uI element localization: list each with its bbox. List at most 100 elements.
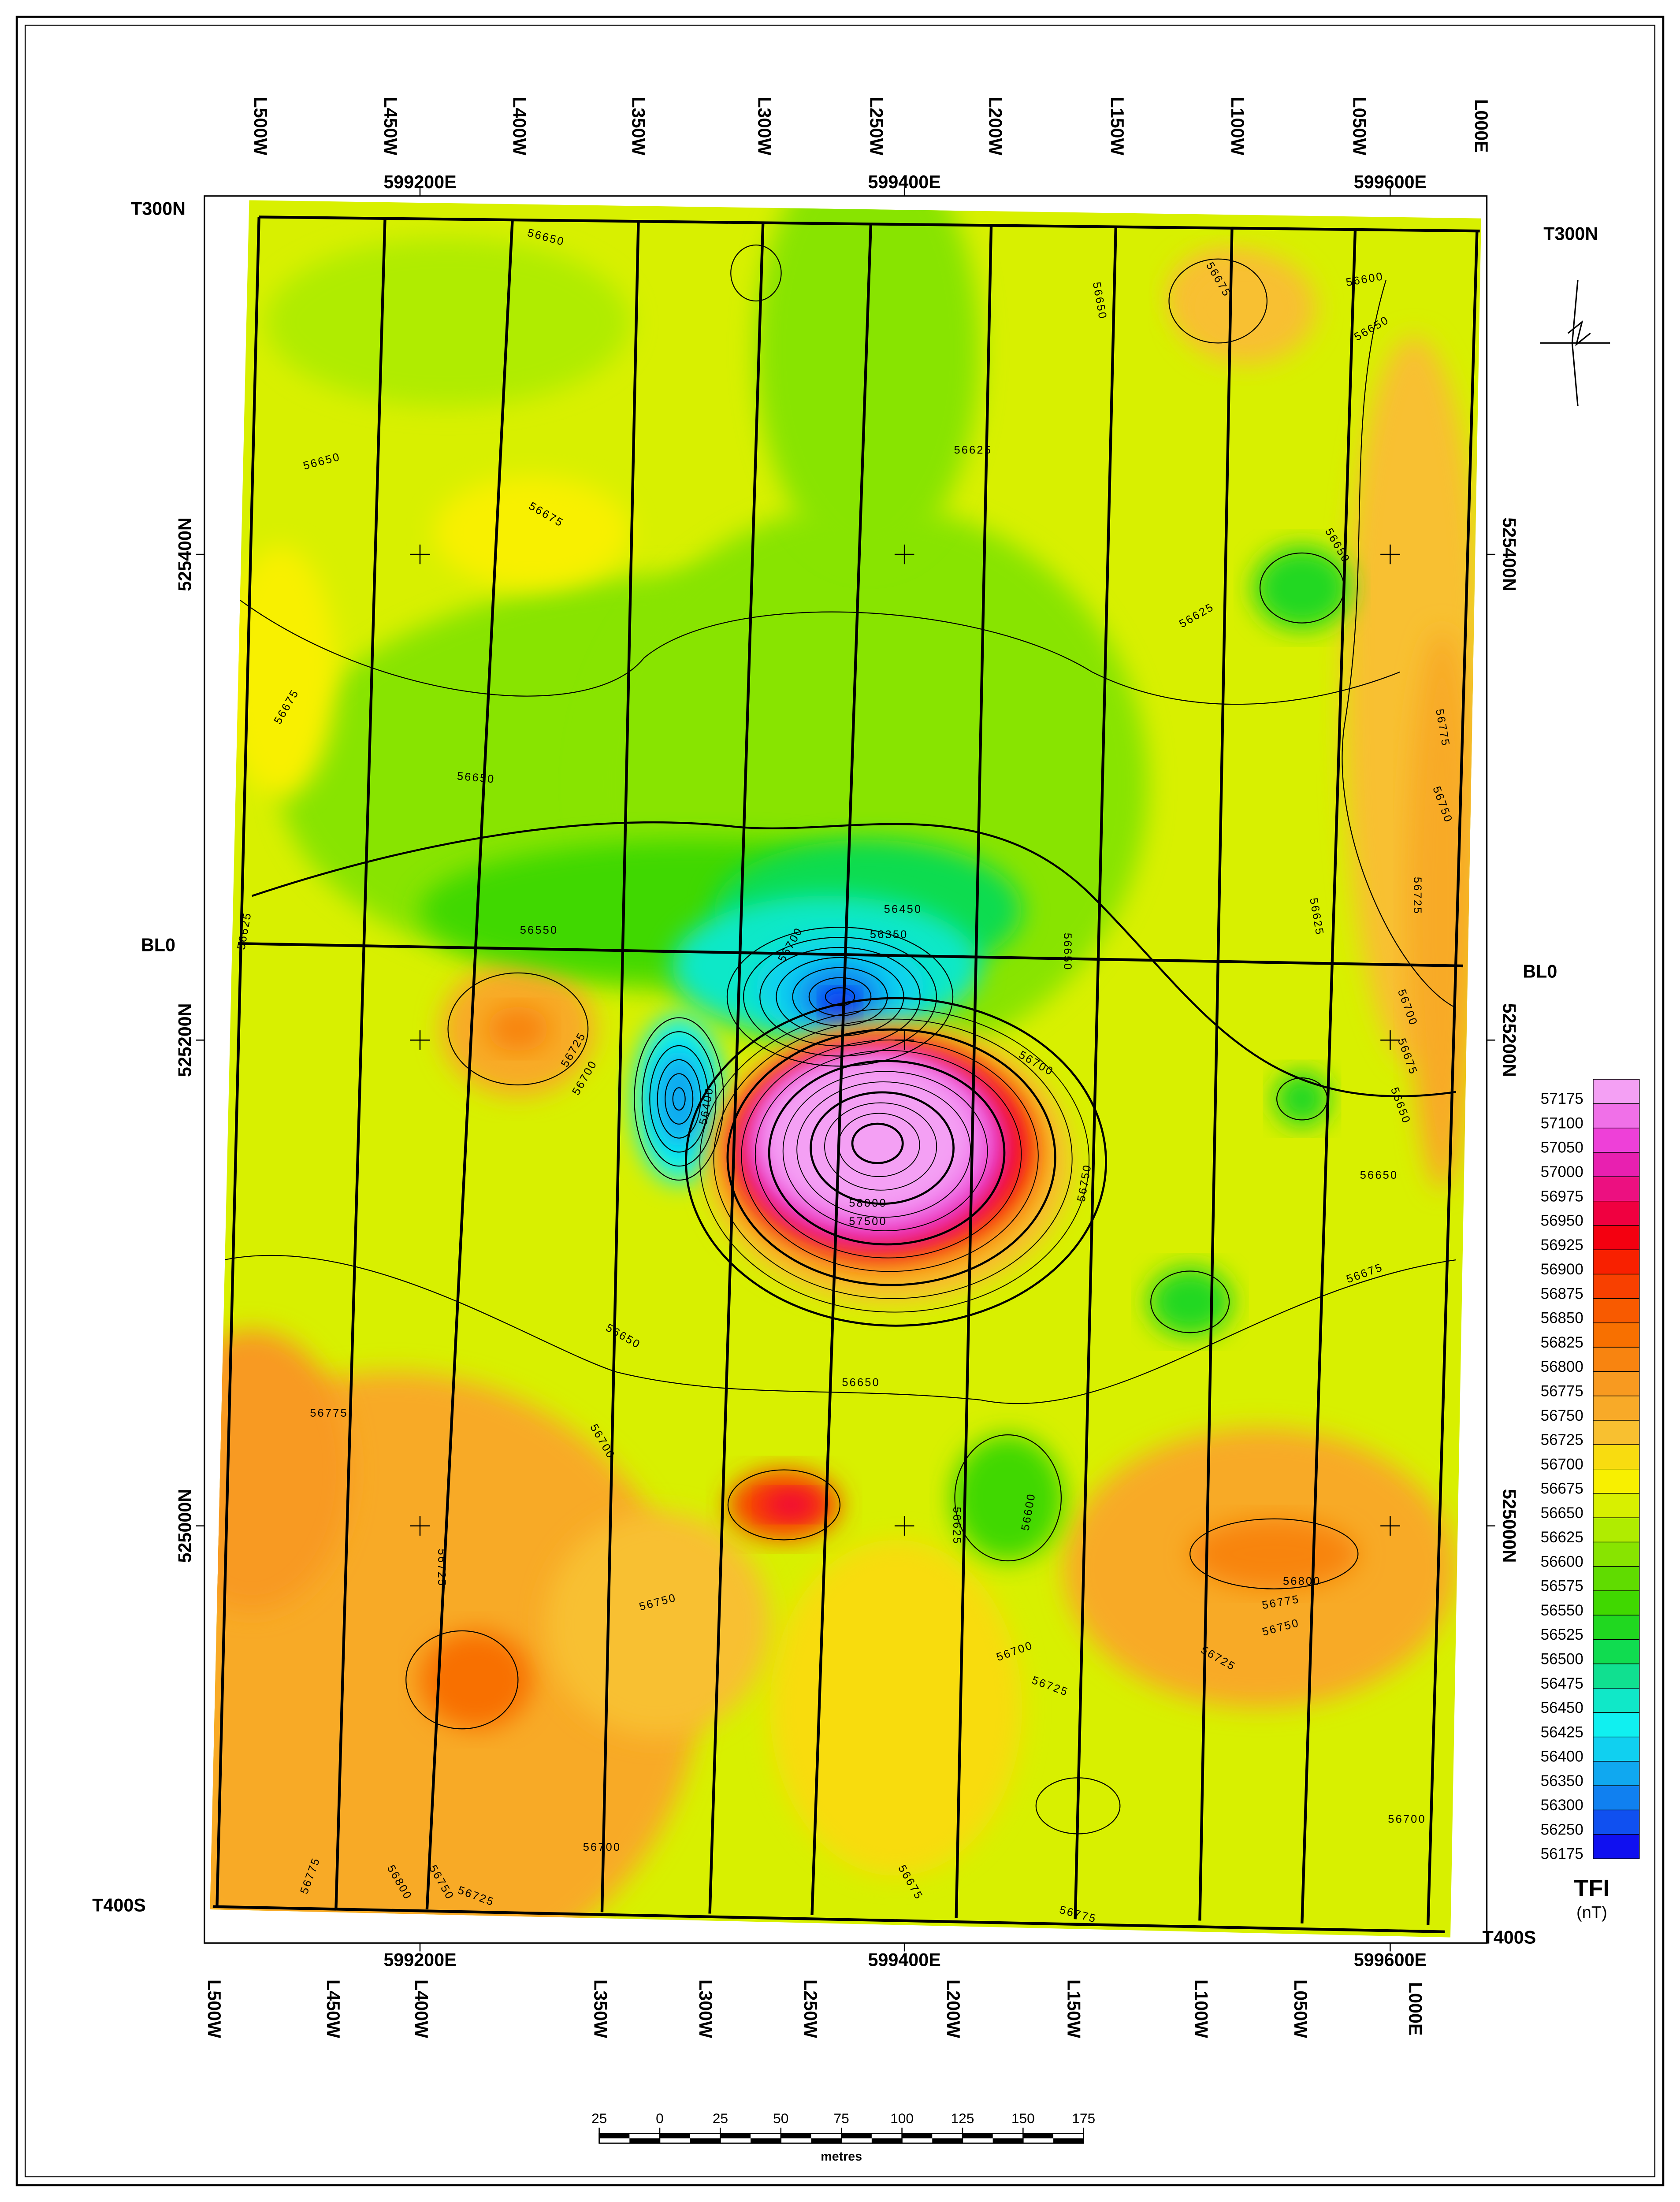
color-zone [434,476,630,588]
legend-label: 57000 [1541,1163,1583,1181]
contour [796,1081,971,1218]
color-zone [1176,252,1316,364]
line-label: L300W [754,97,774,155]
line-label: L150W [1107,97,1127,155]
contour [405,1630,519,1730]
legend-swatch [1593,1517,1640,1543]
contour-label: 56700 [583,1841,621,1853]
contour [699,1008,1090,1313]
legend-label: 56500 [1541,1650,1583,1667]
scale-bar-segment [1053,2138,1084,2143]
legend-label: 56750 [1541,1407,1583,1424]
scale-label: 0 [656,2110,664,2126]
scale-bar-segment [841,2133,872,2139]
tie-line [212,1905,1445,1934]
contour-label: 56625 [951,1507,963,1545]
contour [726,927,954,1067]
tie-line-label: BL0 [1523,962,1557,982]
line-label: L400W [509,97,529,155]
legend-swatch [1593,1079,1640,1104]
legend-swatch [1593,1809,1640,1835]
legend-swatch [1593,1322,1640,1348]
line-label: L400W [411,1979,431,2038]
contour [252,821,1457,1097]
line-label: L000E [1471,99,1491,153]
legend-label: 56550 [1541,1602,1583,1619]
legend-swatch [1593,1176,1640,1202]
legend-swatch [1593,1249,1640,1275]
legend-label: 56300 [1541,1797,1583,1814]
legend-label: 56950 [1541,1212,1583,1229]
legend-label: 56625 [1541,1529,1583,1546]
scale-label: 100 [890,2110,914,2126]
north-arrow-shaft [1540,280,1610,406]
contour-label: 56350 [870,928,908,941]
contour [223,587,1401,705]
legend-label: 56900 [1541,1261,1583,1278]
tie-line-label: BL0 [141,935,175,955]
scale-label: 125 [951,2110,974,2126]
tie-line-label: T400S [92,1895,146,1916]
contour [1342,280,1457,1009]
contour-label: 56625 [954,444,992,457]
legend-swatch [1593,1420,1640,1445]
color-zone [823,991,857,1019]
contour-label: 56775 [310,1407,348,1419]
legend: 57175 57100 57050 57000 56975 56950 56925 56900… [1541,1079,1640,1922]
contour [824,1102,937,1191]
contour [730,244,782,302]
northing-label: 525000N [175,1489,195,1563]
legend-label: 56350 [1541,1772,1583,1790]
legend-swatch [1593,1152,1640,1177]
legend-label: 56925 [1541,1237,1583,1254]
contour [672,1087,686,1111]
legend-label: 57100 [1541,1114,1583,1132]
line-label: L450W [323,1979,343,2038]
legend-swatch [1593,1615,1640,1640]
contour-label: 56800 [1283,1575,1321,1587]
contour [665,1073,694,1125]
legend-swatch [1593,1128,1640,1153]
legend-swatch [1593,1103,1640,1129]
contour-label: 56650 [842,1376,880,1389]
legend-swatch [1593,1688,1640,1713]
line-label: L300W [695,1979,716,2038]
legend-label: 56575 [1541,1578,1583,1595]
contour [825,987,855,1006]
legend-swatch [1593,1347,1640,1372]
legend-swatch [1593,1834,1640,1859]
scale-bar-segment [932,2138,963,2143]
scale-bar-segment [690,2138,721,2143]
survey-lines [216,217,1479,1925]
legend-swatch [1593,1371,1640,1396]
legend-label: 56525 [1541,1626,1583,1643]
tfi-color-grid [210,200,1481,1938]
contour [657,1059,701,1139]
legend-swatch [1593,1274,1640,1299]
color-zone [763,1491,819,1519]
legend-swatch [1593,1737,1640,1762]
color-zone [770,1540,1022,1876]
contour [1189,1518,1359,1589]
northing-label: 525000N [1499,1489,1519,1563]
color-zone [1253,546,1351,630]
legend-label: 56650 [1541,1504,1583,1522]
contour [810,1091,955,1205]
easting-label: 599600E [1354,1949,1427,1970]
easting-label: 599600E [1354,172,1427,192]
legend-label: 56450 [1541,1699,1583,1716]
contour [792,967,888,1027]
color-zone [420,1630,532,1729]
contour [641,1031,717,1167]
contour [727,1469,841,1541]
baseline [238,942,1463,968]
scale-bar-segment [599,2133,630,2139]
line-label: L050W [1349,97,1369,155]
contour [768,1060,1006,1246]
easting-label: 599400E [868,172,940,192]
legend-swatch [1593,1712,1640,1738]
contour [649,1045,709,1153]
contour-label: 56650 [1061,933,1074,971]
color-zone [210,1329,350,1610]
contour-label: 56700 [1388,1813,1426,1825]
